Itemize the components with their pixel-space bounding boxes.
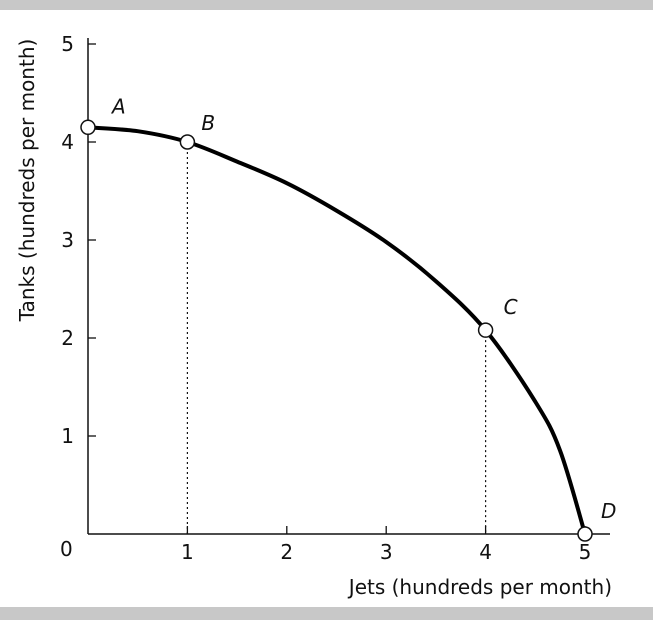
y-tick-label-5: 5	[61, 32, 74, 56]
y-tick-label-1: 1	[61, 424, 74, 448]
origin-label: 0	[60, 537, 73, 561]
y-axis-title: Tanks (hundreds per month)	[15, 39, 39, 323]
point-c-marker	[477, 322, 494, 338]
point-a-label: A	[110, 94, 126, 118]
y-tick-label-2: 2	[61, 326, 74, 350]
y-tick-label-4: 4	[61, 130, 74, 154]
x-tick-label-5: 5	[579, 540, 592, 564]
point-c-label: C	[504, 295, 518, 319]
point-d-label: D	[601, 499, 616, 523]
x-tick-label-3: 3	[380, 540, 393, 564]
point-b-marker	[179, 134, 196, 150]
ticks: 1 2 3 4 5 1 2 3 4 5	[61, 32, 591, 564]
x-axis-title: Jets (hundreds per month)	[347, 575, 612, 599]
point-d-marker	[577, 526, 593, 542]
ppf-curve	[86, 125, 587, 536]
bottom-border-band	[0, 607, 653, 620]
guide-lines	[186, 142, 487, 534]
point-a-marker	[80, 119, 96, 136]
point-b-label: B	[201, 111, 215, 135]
top-border-band	[0, 0, 653, 10]
x-tick-label-1: 1	[181, 540, 194, 564]
axes	[87, 38, 610, 535]
curve-points: A B C D	[80, 94, 616, 542]
x-tick-label-4: 4	[479, 540, 492, 564]
y-tick-label-3: 3	[61, 228, 74, 252]
x-tick-label-2: 2	[280, 540, 293, 564]
